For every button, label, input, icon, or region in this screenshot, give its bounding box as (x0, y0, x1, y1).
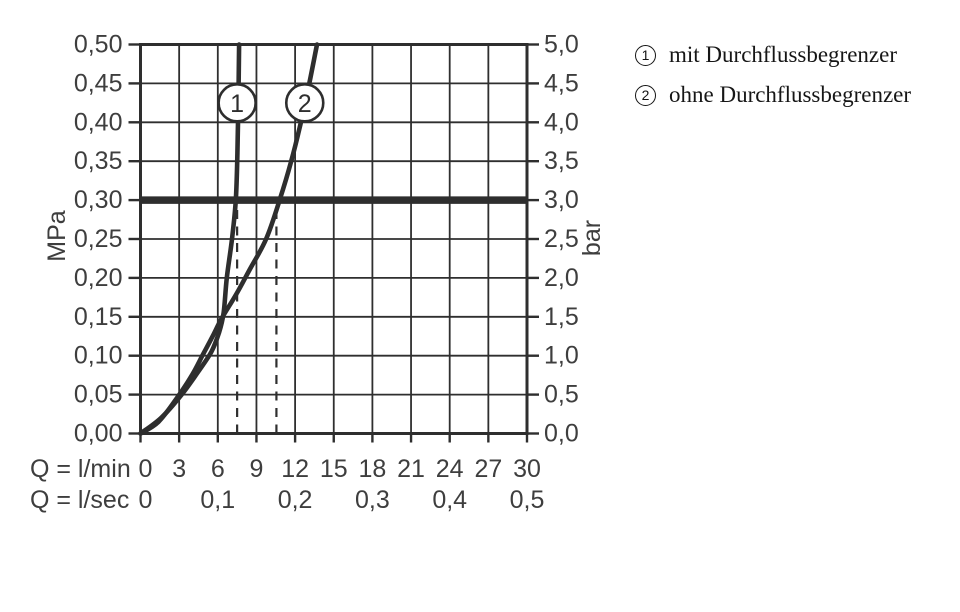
x-lmin-tick-label: 18 (358, 455, 386, 483)
y-right-tick-label: 4,0 (544, 108, 579, 136)
y-left-tick-label: 0,50 (74, 31, 123, 59)
legend-circled-number-icon: 2 (635, 84, 656, 106)
curve-marker-circle-1 (217, 83, 257, 123)
x-lsec-tick-label: 0 (139, 486, 153, 514)
y-right-tick-label: 4,5 (544, 69, 579, 97)
legend: 1 mit Durchflussbegrenzer 2 ohne Durchfluss… (635, 42, 911, 108)
y-left-tick-label: 0,45 (74, 69, 123, 97)
x-lmin-tick-label: 27 (474, 455, 502, 483)
curve-marker-number-1: 1 (230, 90, 244, 118)
legend-item-label: mit Durchflussbegrenzer (669, 42, 898, 67)
y-left-tick-label: 0,10 (74, 342, 123, 370)
y-left-tick-label: 0,05 (74, 381, 123, 409)
y-left-tick-label: 0,00 (74, 420, 123, 448)
y-left-tick-label: 0,25 (74, 225, 123, 253)
y-left-tick-label: 0,15 (74, 303, 123, 331)
y-right-tick-label: 2,5 (544, 225, 579, 253)
curve-2 (138, 42, 320, 436)
y-left-tick-label: 0,35 (74, 147, 123, 175)
y-right-unit-label: bar (578, 220, 606, 256)
y-right-tick-label: 0,5 (544, 381, 579, 409)
y-left-tick-label: 0,20 (74, 264, 123, 292)
tick-label-layer: 0,000,050,100,150,200,250,300,350,400,45… (74, 31, 579, 515)
tick-layer (128, 43, 539, 443)
x-lmin-tick-label: 6 (211, 455, 225, 483)
curve-layer (138, 42, 527, 436)
x-lmin-tick-label: 12 (281, 455, 309, 483)
y-right-tick-label: 3,5 (544, 147, 579, 175)
x-lsec-tick-label: 0,1 (200, 486, 235, 514)
x-axis-lsec-label: Q = l/sec (30, 486, 129, 514)
x-lsec-tick-label: 0,5 (510, 486, 545, 514)
legend-circled-number-icon: 1 (635, 44, 656, 66)
x-axis-lmin-label: Q = l/min (30, 455, 131, 483)
y-left-unit-label: MPa (43, 210, 71, 262)
x-lsec-tick-label: 0,2 (278, 486, 313, 514)
x-lmin-tick-label: 21 (397, 455, 425, 483)
curve-marker-number-2: 2 (298, 90, 312, 118)
legend-item-label: ohne Durchflussbegrenzer (669, 82, 912, 107)
curve-marker-circle-2 (284, 83, 325, 123)
x-lmin-tick-label: 30 (513, 455, 541, 483)
x-lmin-tick-label: 3 (172, 455, 186, 483)
y-right-tick-label: 2,0 (544, 264, 579, 292)
y-right-tick-label: 1,5 (544, 303, 579, 331)
legend-item: 2 ohne Durchflussbegrenzer (635, 82, 911, 108)
y-right-tick-label: 1,0 (544, 342, 579, 370)
y-right-tick-label: 5,0 (544, 31, 579, 59)
y-right-tick-label: 3,0 (544, 186, 579, 214)
y-left-tick-label: 0,40 (74, 108, 123, 136)
x-lmin-tick-label: 0 (139, 455, 153, 483)
y-left-tick-label: 0,30 (74, 186, 123, 214)
legend-item: 1 mit Durchflussbegrenzer (635, 42, 911, 68)
x-lmin-tick-label: 24 (436, 455, 464, 483)
x-lmin-tick-label: 9 (249, 455, 263, 483)
y-right-tick-label: 0,0 (544, 420, 579, 448)
x-lsec-tick-label: 0,3 (355, 486, 390, 514)
x-lsec-tick-label: 0,4 (432, 486, 467, 514)
x-lmin-tick-label: 15 (320, 455, 348, 483)
